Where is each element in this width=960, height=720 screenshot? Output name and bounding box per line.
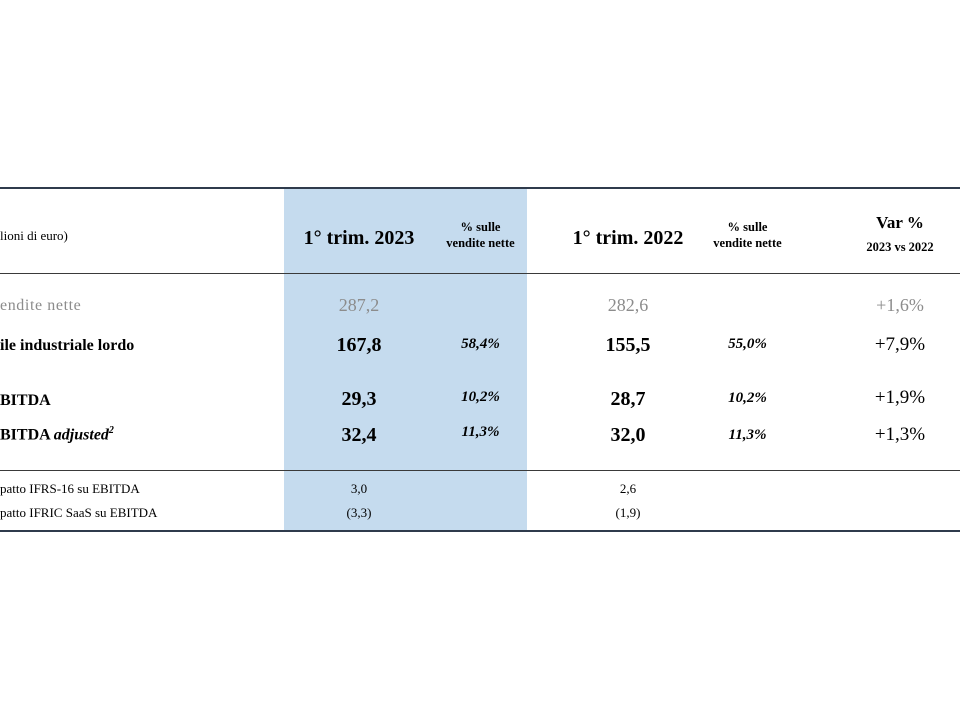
cell-pct: 11,3% [728, 427, 767, 443]
units-label: lioni di euro) [0, 228, 68, 243]
row-label: endite nette [0, 297, 82, 314]
row-label: BITDA [0, 392, 51, 409]
cell-pct: 10,2% [461, 389, 500, 405]
cell-pct: 10,2% [728, 390, 767, 406]
cell-value: 32,4 [341, 424, 377, 446]
header-pct-2023-line2: vendite nette [446, 236, 515, 250]
top-rule [0, 187, 960, 189]
cell-value: 167,8 [336, 334, 382, 356]
footnote-marker: 2 [108, 425, 114, 436]
header-pct-2022-line2: vendite nette [713, 236, 782, 250]
impact-label: patto IFRIC SaaS su EBITDA [0, 505, 158, 520]
cell-value: 29,3 [341, 388, 377, 410]
header-pct-2023-line1: % sulle [460, 220, 501, 234]
bottom-rule [0, 530, 960, 532]
row-label-italic: adjusted [53, 426, 109, 444]
cell-var: +1,3% [874, 424, 926, 445]
row-label-text: BITDA [0, 426, 50, 444]
header-pct-2022-line1: % sulle [727, 220, 768, 234]
cell-pct: 11,3% [461, 424, 500, 440]
cell-value: 287,2 [338, 295, 380, 315]
cell-pct: 58,4% [461, 336, 500, 352]
header-rule [0, 273, 960, 274]
header-pct-2022: % sulle vendite nette [700, 219, 795, 251]
cell-value: 32,0 [610, 424, 646, 446]
impact-value: (3,3) [346, 505, 372, 520]
impact-value: 2,6 [619, 481, 637, 496]
header-pct-2023: % sulle vendite nette [434, 219, 527, 251]
impacts-rule [0, 470, 960, 471]
header-q1-2022: 1° trim. 2022 [572, 227, 684, 249]
financial-table: lioni di euro) 1° trim. 2023 % sulle ven… [0, 187, 960, 533]
impact-value: 3,0 [350, 481, 368, 496]
cell-value: 282,6 [607, 295, 649, 315]
header-q1-2023: 1° trim. 2023 [303, 227, 415, 249]
cell-value: 28,7 [610, 388, 646, 410]
cell-var: +1,9% [874, 387, 926, 408]
header-var: Var % 2023 vs 2022 [840, 214, 960, 254]
header-var-line2: 2023 vs 2022 [866, 240, 934, 254]
row-label: BITDA adjusted2 [0, 426, 114, 443]
cell-pct: 55,0% [728, 336, 767, 352]
cell-var: +7,9% [874, 334, 926, 355]
cell-value: 155,5 [605, 334, 651, 356]
impact-label: patto IFRS-16 su EBITDA [0, 481, 140, 496]
header-var-line1: Var % [876, 213, 924, 232]
highlighted-column-2023 [284, 187, 527, 532]
impact-value: (1,9) [615, 505, 641, 520]
cell-var: +1,6% [876, 295, 924, 315]
row-label: ile industriale lordo [0, 337, 135, 354]
